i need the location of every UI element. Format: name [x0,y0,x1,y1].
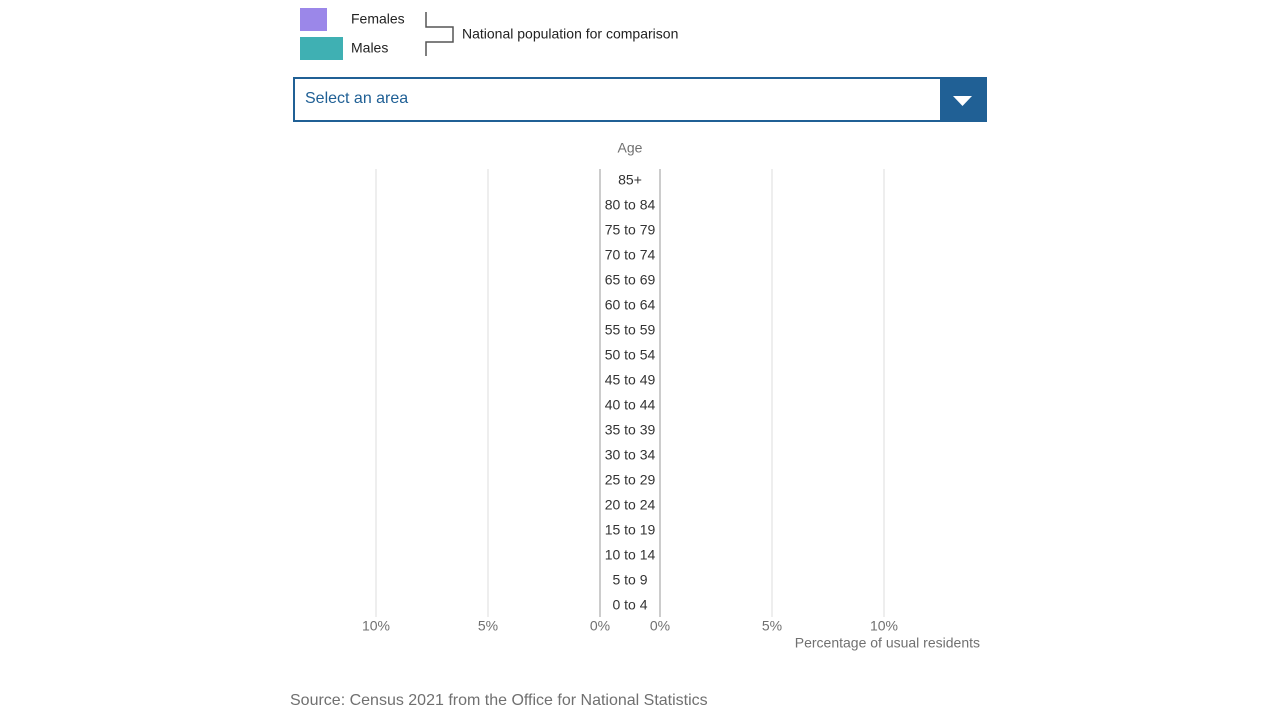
age-label: 50 to 54 [605,347,656,363]
x-axis-title: Percentage of usual residents [795,635,980,651]
dropdown-placeholder[interactable]: Select an area [305,90,408,107]
age-label: 75 to 79 [605,222,656,238]
age-label: 60 to 64 [605,297,656,313]
x-tick-label: 5% [478,618,498,634]
x-tick-label: 0% [650,618,670,634]
dropdown-arrow [953,96,972,106]
age-label: 65 to 69 [605,272,656,288]
x-tick-label: 0% [590,618,610,634]
age-label: 5 to 9 [612,572,647,588]
age-label: 10 to 14 [605,547,656,563]
age-label: 40 to 44 [605,397,656,413]
legend-label: Males [351,40,388,56]
age-label: 20 to 24 [605,497,656,513]
age-label: 30 to 34 [605,447,656,463]
legend-label: National population for comparison [462,26,678,42]
age-label: 45 to 49 [605,372,656,388]
x-tick-label: 10% [362,618,390,634]
legend-swatch-females [300,8,327,31]
legend-swatch-males [300,37,343,60]
age-label: 25 to 29 [605,472,656,488]
source-note: Source: Census 2021 from the Office for … [290,692,708,709]
y-axis-title: Age [618,140,643,156]
area-dropdown[interactable]: Select an area [293,77,987,122]
age-label: 15 to 19 [605,522,656,538]
age-label: 55 to 59 [605,322,656,338]
legend-label: Females [351,11,405,27]
age-label: 85+ [618,172,642,188]
x-tick-label: 5% [762,618,782,634]
x-tick-label: 10% [870,618,898,634]
age-label: 0 to 4 [612,597,647,613]
age-label: 70 to 74 [605,247,656,263]
age-label: 80 to 84 [605,197,656,213]
comparison-icon [425,12,454,56]
dropdown-box[interactable] [293,77,987,122]
age-label: 35 to 39 [605,422,656,438]
